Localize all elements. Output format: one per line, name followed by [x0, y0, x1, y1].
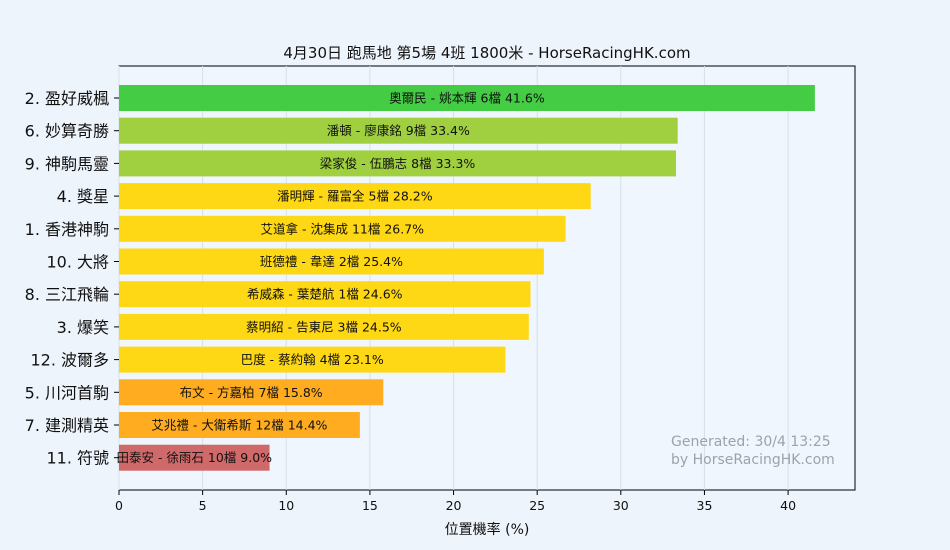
bar-label: 艾兆禮 - 大衛希斯 12檔 14.4% [151, 418, 327, 433]
category-label: 4. 獎星 [57, 187, 109, 206]
category-label: 3. 爆笑 [57, 318, 109, 337]
bar [119, 183, 591, 210]
bar [119, 215, 566, 242]
bar-label: 蔡明紹 - 告東尼 3檔 24.5% [246, 319, 402, 334]
x-axis-ticks: 0 5 10 15 20 25 30 35 40 [115, 490, 796, 513]
bars: 奧爾民 - 姚本輝 6檔 41.6% 潘頓 - 廖康銘 9檔 33.4% 梁家俊 -… [116, 85, 815, 471]
x-tick-label: 35 [697, 498, 713, 513]
bar [119, 248, 544, 275]
generated-annotation: Generated: 30/4 13:25 [671, 434, 831, 450]
x-tick-label: 5 [199, 498, 207, 513]
x-tick-label: 0 [115, 498, 123, 513]
bar-label: 布文 - 方嘉柏 7檔 15.8% [180, 385, 323, 400]
bar-label: 田泰安 - 徐雨石 10檔 9.0% [116, 450, 272, 465]
bar-label: 班德禮 - 韋達 2檔 25.4% [260, 254, 403, 269]
x-tick-label: 10 [278, 498, 294, 513]
x-tick-label: 25 [529, 498, 545, 513]
category-label: 11. 符號 [46, 449, 109, 468]
bar-label: 潘明輝 - 羅富全 5檔 28.2% [277, 189, 433, 204]
bar-label: 希威森 - 葉楚航 1檔 24.6% [247, 287, 403, 302]
category-label: 10. 大將 [46, 253, 109, 272]
x-tick-label: 30 [613, 498, 629, 513]
category-label: 1. 香港神駒 [25, 220, 109, 239]
bar [119, 379, 384, 406]
bar [119, 444, 270, 471]
bar-label: 潘頓 - 廖康銘 9檔 33.4% [327, 123, 470, 138]
x-tick-label: 20 [446, 498, 462, 513]
bar [119, 150, 677, 177]
source-annotation: by HorseRacingHK.com [671, 452, 835, 468]
x-tick-label: 15 [362, 498, 378, 513]
bar-label: 梁家俊 - 伍鵬志 8檔 33.3% [320, 156, 476, 171]
bar [119, 117, 678, 144]
category-label: 6. 妙算奇勝 [25, 122, 109, 141]
category-label: 12. 波爾多 [30, 351, 109, 370]
bar [119, 85, 815, 111]
bar-label: 巴度 - 蔡約翰 4檔 23.1% [241, 352, 384, 367]
bar-label: 奧爾民 - 姚本輝 6檔 41.6% [389, 91, 545, 106]
x-tick-label: 40 [780, 498, 796, 513]
category-label: 8. 三江飛輪 [25, 285, 109, 304]
category-labels: 2. 盈好威楓 6. 妙算奇勝 9. 神駒馬靈 4. 獎星 1. 香港神駒 10. 大將 8… [25, 89, 119, 468]
chart-title: 4月30日 跑馬地 第5場 4班 1800米 - HorseRacingHK.c… [283, 44, 690, 62]
category-label: 5. 川河首駒 [25, 383, 109, 402]
x-axis-title: 位置機率 (%) [445, 521, 530, 538]
bar [119, 281, 531, 308]
category-label: 7. 建測精英 [25, 416, 109, 435]
bar-label: 艾道拿 - 沈集成 11檔 26.7% [261, 221, 425, 236]
bar [119, 412, 360, 438]
bar [119, 346, 506, 373]
category-label: 9. 神駒馬靈 [25, 154, 109, 173]
bar [119, 313, 529, 340]
category-label: 2. 盈好威楓 [25, 89, 109, 108]
